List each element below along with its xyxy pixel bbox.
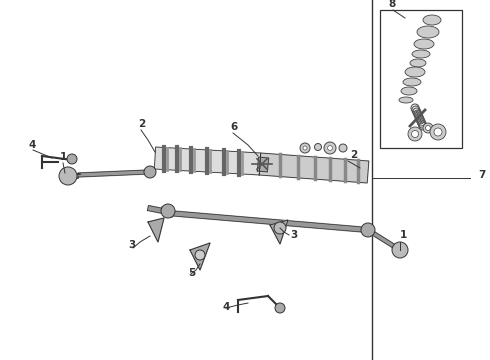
Circle shape (392, 242, 408, 258)
Ellipse shape (417, 26, 439, 38)
Circle shape (274, 222, 286, 234)
Ellipse shape (399, 97, 413, 103)
Ellipse shape (410, 59, 426, 67)
Polygon shape (78, 170, 148, 177)
Circle shape (303, 146, 307, 150)
Polygon shape (168, 211, 368, 233)
Circle shape (434, 128, 442, 136)
Ellipse shape (414, 39, 434, 49)
Circle shape (412, 130, 418, 138)
Ellipse shape (412, 50, 430, 58)
Circle shape (67, 154, 77, 164)
Polygon shape (270, 220, 288, 244)
Text: 4: 4 (222, 302, 229, 312)
Ellipse shape (403, 78, 421, 86)
Circle shape (195, 250, 205, 260)
Text: 6: 6 (230, 122, 237, 132)
Text: 7: 7 (478, 170, 486, 180)
Ellipse shape (405, 67, 425, 77)
Polygon shape (147, 206, 169, 215)
Text: 2: 2 (350, 150, 357, 160)
Circle shape (425, 126, 431, 130)
Polygon shape (367, 228, 401, 252)
Circle shape (328, 145, 332, 150)
Circle shape (315, 144, 321, 150)
Circle shape (423, 123, 433, 133)
Circle shape (408, 127, 422, 141)
Circle shape (361, 223, 375, 237)
Circle shape (430, 124, 446, 140)
Circle shape (161, 204, 175, 218)
Polygon shape (148, 218, 164, 242)
Text: 5: 5 (188, 268, 195, 278)
Circle shape (339, 144, 347, 152)
Circle shape (275, 303, 285, 313)
Bar (380, 10, 462, 148)
Circle shape (300, 143, 310, 153)
Polygon shape (259, 153, 369, 183)
Polygon shape (154, 147, 261, 175)
Text: 3: 3 (290, 230, 297, 240)
Ellipse shape (401, 87, 417, 95)
Circle shape (59, 167, 77, 185)
Text: 1: 1 (400, 230, 407, 240)
Text: 1: 1 (60, 152, 67, 162)
Polygon shape (257, 157, 269, 172)
Text: 8: 8 (388, 0, 395, 9)
Text: 4: 4 (28, 140, 35, 150)
Text: 3: 3 (128, 240, 135, 250)
Circle shape (324, 142, 336, 154)
Text: 2: 2 (138, 119, 145, 129)
Circle shape (144, 166, 156, 178)
Polygon shape (190, 243, 210, 270)
Ellipse shape (423, 15, 441, 25)
